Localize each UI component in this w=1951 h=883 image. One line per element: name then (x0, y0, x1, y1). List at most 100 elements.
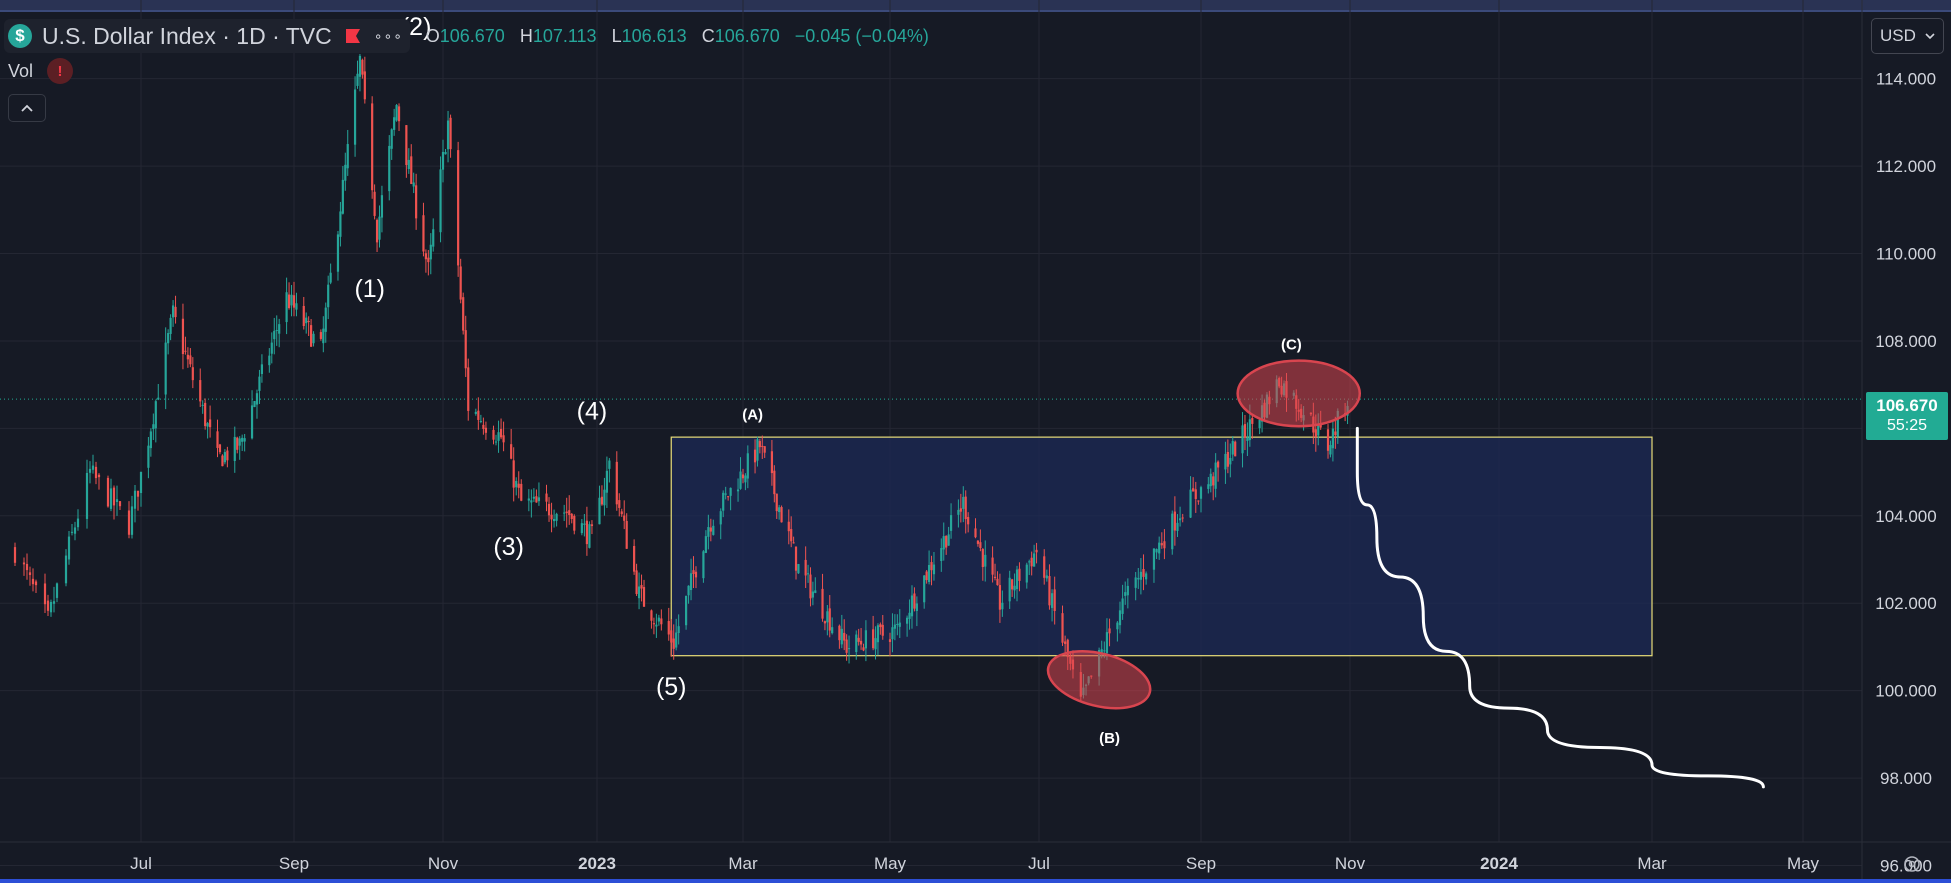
high-value: 107.113 (532, 25, 597, 46)
candle (859, 628, 863, 650)
volume-label[interactable]: Vol (8, 60, 34, 81)
red-flag-icon[interactable] (342, 25, 364, 47)
candle (984, 540, 987, 582)
candle (363, 56, 366, 104)
candle-body (1334, 431, 1337, 436)
candle-body (477, 410, 480, 420)
candle-body (378, 216, 381, 240)
candle (1033, 544, 1036, 567)
candle (1176, 514, 1179, 537)
currency-selector[interactable]: USD (1871, 18, 1944, 54)
warning-icon[interactable]: ! (47, 58, 74, 84)
candle (719, 508, 722, 540)
candle (625, 513, 628, 549)
candle (49, 599, 53, 617)
candle-body (106, 477, 110, 507)
candle-body (459, 266, 462, 300)
settings-icon[interactable] (1900, 852, 1924, 876)
candle (545, 484, 548, 512)
candle (979, 529, 982, 552)
candle (167, 329, 170, 355)
annotation-layer: (1)(2)(3)(4)(5)(A)(B)(C) (354, 13, 1765, 789)
candle-body (991, 557, 994, 575)
candle-body (1033, 553, 1036, 567)
candle-body (618, 500, 621, 508)
time-tick-label: Sep (279, 854, 309, 873)
candle-body (620, 511, 623, 515)
candle-body (218, 444, 222, 453)
candle-body (76, 518, 80, 528)
candle-body (238, 438, 241, 446)
projection-path (1355, 426, 1765, 789)
candle (947, 526, 950, 546)
candle-body (974, 528, 977, 538)
candle (444, 148, 447, 155)
candle-body (555, 513, 558, 521)
change-value: −0.045 (−0.04%) (794, 25, 929, 46)
candle-body (494, 441, 498, 443)
candle (741, 468, 745, 484)
candle (109, 478, 113, 512)
candle (843, 619, 846, 651)
candle-body (133, 490, 137, 509)
candle-body (585, 520, 589, 545)
candle-body (615, 461, 618, 505)
collapse-legend-button[interactable] (8, 94, 46, 122)
candle-body (650, 610, 653, 621)
candle-body (1155, 549, 1158, 553)
candle (181, 303, 185, 370)
candle (412, 172, 415, 194)
candle (806, 564, 810, 583)
candle-body (527, 498, 530, 501)
candle (46, 594, 50, 616)
candle-body (927, 565, 931, 582)
candle-body (201, 404, 204, 406)
candle (913, 587, 916, 612)
candle-body (790, 529, 793, 542)
close-value: 106.670 (714, 25, 780, 46)
candle-body (464, 330, 467, 369)
candle-body (157, 397, 160, 400)
candle (1326, 424, 1330, 459)
candle (429, 233, 432, 275)
candle (573, 514, 576, 535)
candle-body (1241, 425, 1244, 454)
candle (1199, 485, 1203, 513)
candle (623, 500, 626, 530)
candle (1045, 569, 1048, 582)
candle-body (1246, 437, 1249, 441)
candle (590, 520, 594, 535)
candle-body (85, 472, 89, 519)
chevron-up-icon (21, 104, 33, 112)
close-label: C (701, 25, 715, 46)
candle (847, 635, 851, 664)
candle-body (1121, 598, 1124, 614)
candle-body (537, 497, 541, 502)
candle (22, 557, 26, 576)
candle-body (1158, 542, 1161, 554)
candle (925, 570, 928, 584)
candle (872, 615, 875, 651)
candle-body (28, 572, 32, 575)
candle (502, 421, 505, 452)
candle-body (1011, 579, 1014, 590)
symbol-info[interactable]: $ U.S. Dollar Index · 1D · TVC ∘∘∘ (4, 19, 410, 53)
candle-body (341, 179, 344, 214)
candle-body (756, 439, 759, 461)
candle-body (1124, 592, 1127, 596)
candle-body (923, 575, 926, 603)
candle (43, 573, 47, 614)
candle (373, 184, 376, 220)
candle-body (984, 554, 987, 567)
candle-body (828, 608, 831, 631)
candle-body (432, 229, 435, 247)
candle-body (652, 623, 656, 625)
candle-body (319, 332, 322, 339)
more-options-icon[interactable]: ∘∘∘ (373, 27, 404, 44)
candle-body (655, 624, 658, 627)
candle (76, 509, 80, 531)
candle (1212, 472, 1215, 501)
candle (811, 581, 814, 606)
candle (874, 626, 877, 660)
